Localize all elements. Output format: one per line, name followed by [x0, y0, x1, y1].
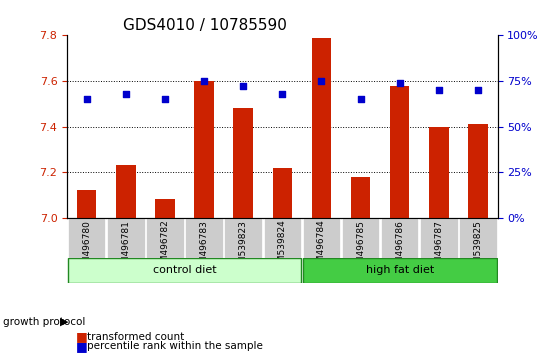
- Bar: [68, 258, 301, 283]
- Text: transformed count: transformed count: [87, 332, 184, 342]
- Bar: [312, 38, 331, 218]
- Text: GSM539825: GSM539825: [473, 220, 482, 275]
- Text: GSM539823: GSM539823: [239, 220, 248, 275]
- Text: GSM496780: GSM496780: [82, 220, 91, 275]
- Text: GSM496784: GSM496784: [317, 220, 326, 274]
- Bar: [155, 199, 174, 218]
- Point: [356, 96, 365, 102]
- Bar: [302, 218, 340, 258]
- Bar: [381, 218, 419, 258]
- Point: [239, 84, 248, 89]
- Point: [160, 96, 169, 102]
- Text: GSM496781: GSM496781: [121, 220, 130, 275]
- Bar: [234, 108, 253, 218]
- Text: growth protocol: growth protocol: [3, 317, 85, 327]
- Point: [395, 80, 404, 86]
- Text: GSM496786: GSM496786: [395, 220, 404, 275]
- Text: GSM496783: GSM496783: [200, 220, 209, 275]
- Point: [121, 91, 130, 97]
- Text: control diet: control diet: [153, 266, 216, 275]
- Bar: [351, 177, 370, 218]
- Bar: [77, 190, 96, 218]
- Bar: [273, 167, 292, 218]
- Bar: [429, 126, 449, 218]
- Text: GSM496787: GSM496787: [434, 220, 443, 275]
- Point: [200, 78, 209, 84]
- Bar: [195, 81, 214, 218]
- Bar: [224, 218, 262, 258]
- Text: GSM496782: GSM496782: [160, 220, 169, 274]
- Text: ■: ■: [75, 340, 87, 353]
- Point: [278, 91, 287, 97]
- Point: [473, 87, 482, 93]
- Text: ▶: ▶: [60, 317, 69, 327]
- Point: [317, 78, 326, 84]
- Text: ■: ■: [75, 331, 87, 343]
- Bar: [342, 218, 380, 258]
- Bar: [185, 218, 223, 258]
- Bar: [302, 258, 497, 283]
- Text: GDS4010 / 10785590: GDS4010 / 10785590: [123, 18, 287, 33]
- Point: [82, 96, 91, 102]
- Point: [434, 87, 443, 93]
- Text: high fat diet: high fat diet: [366, 266, 434, 275]
- Bar: [68, 218, 106, 258]
- Bar: [390, 86, 409, 218]
- Bar: [116, 165, 136, 218]
- Text: GSM496785: GSM496785: [356, 220, 365, 275]
- Bar: [107, 218, 145, 258]
- Bar: [146, 218, 184, 258]
- Bar: [468, 124, 487, 218]
- Bar: [459, 218, 497, 258]
- Bar: [420, 218, 458, 258]
- Text: GSM539824: GSM539824: [278, 220, 287, 274]
- Text: percentile rank within the sample: percentile rank within the sample: [87, 341, 263, 351]
- Bar: [263, 218, 301, 258]
